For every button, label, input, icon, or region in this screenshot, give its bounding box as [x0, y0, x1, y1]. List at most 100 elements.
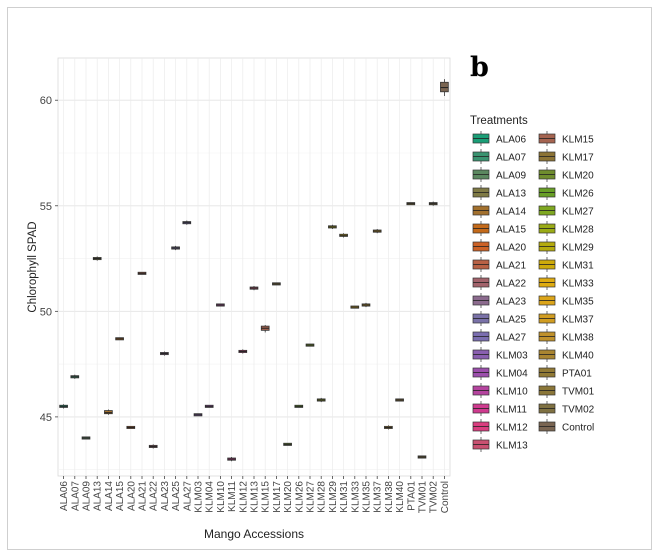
legend-label: ALA13 — [496, 189, 526, 200]
x-tick-label: KLM29 — [328, 481, 339, 513]
legend-label: TVM01 — [562, 387, 595, 398]
x-tick-label: ALA23 — [160, 481, 171, 511]
legend-label: ALA07 — [496, 153, 526, 164]
box-KLM29 — [328, 224, 337, 229]
box-ALA06 — [59, 404, 68, 409]
legend-item-ALA27: ALA27 — [472, 329, 526, 344]
box-ALA22 — [148, 444, 158, 449]
box-TVM02 — [428, 201, 438, 206]
y-axis-label: Chlorophyll SPAD — [27, 221, 39, 312]
y-tick-label: 50 — [40, 306, 52, 318]
legend-label: KLM04 — [496, 369, 528, 380]
legend-label: KLM33 — [562, 279, 594, 290]
legend-item-TVM02: TVM02 — [538, 401, 595, 416]
legend-item-ALA25: ALA25 — [472, 311, 526, 326]
legend-label: KLM35 — [562, 297, 594, 308]
legend-item-KLM33: KLM33 — [538, 275, 594, 290]
legend-item-ALA14: ALA14 — [472, 203, 526, 218]
box-KLM12 — [238, 349, 248, 354]
x-tick-label: KLM13 — [250, 481, 261, 513]
legend-item-ALA22: ALA22 — [472, 275, 526, 290]
legend-label: KLM38 — [562, 333, 594, 344]
legend-item-KLM15: KLM15 — [538, 131, 594, 146]
legend-label: KLM28 — [562, 225, 594, 236]
box-ALA13 — [92, 256, 102, 261]
box-ALA09 — [81, 436, 91, 440]
legend-item-KLM27: KLM27 — [538, 203, 594, 218]
legend-item-ALA06: ALA06 — [472, 131, 526, 146]
legend: ALA06 ALA07 ALA09 ALA13 ALA14 ALA15 ALA20 ALA21… — [472, 131, 595, 452]
legend-item-KLM03: KLM03 — [472, 347, 528, 362]
legend-item-ALA21: ALA21 — [472, 257, 526, 272]
legend-label: ALA15 — [496, 225, 526, 236]
box-KLM27 — [305, 343, 315, 347]
x-tick-label: KLM37 — [373, 481, 384, 513]
legend-item-KLM29: KLM29 — [538, 239, 594, 254]
legend-label: KLM40 — [562, 351, 594, 362]
y-tick-label: 45 — [40, 412, 52, 424]
x-tick-label: KLM40 — [395, 481, 406, 513]
box-KLM03 — [193, 413, 203, 417]
x-tick-label: ALA14 — [104, 481, 115, 511]
legend-title: Treatments — [470, 115, 528, 127]
x-tick-label: TVM01 — [418, 481, 429, 514]
x-tick-label: ALA07 — [70, 481, 81, 511]
x-tick-label: PTA01 — [406, 481, 417, 511]
x-tick-label: KLM11 — [227, 481, 238, 512]
legend-label: KLM10 — [496, 387, 528, 398]
legend-label: KLM26 — [562, 189, 594, 200]
x-tick-label: KLM10 — [216, 481, 227, 513]
legend-item-KLM11: KLM11 — [472, 401, 527, 416]
legend-label: Control — [562, 423, 594, 434]
x-tick-label: Control — [440, 481, 451, 513]
x-tick-label: KLM15 — [261, 481, 272, 513]
legend-label: KLM27 — [562, 207, 594, 218]
box-PTA01 — [406, 202, 416, 206]
box-KLM28 — [316, 397, 326, 403]
box-ALA25 — [171, 245, 180, 251]
legend-label: KLM20 — [562, 171, 594, 182]
legend-item-KLM12: KLM12 — [472, 419, 528, 434]
y-tick-label: 60 — [40, 95, 52, 107]
legend-item-KLM40: KLM40 — [538, 347, 594, 362]
legend-item-ALA20: ALA20 — [472, 239, 526, 254]
panel-label: b — [470, 52, 489, 83]
y-axis: 45 50 55 60 — [40, 95, 58, 424]
y-tick-label: 55 — [40, 201, 52, 213]
legend-item-ALA15: ALA15 — [472, 221, 526, 236]
box-ALA15 — [115, 337, 124, 341]
legend-label: PTA01 — [562, 369, 592, 380]
legend-label: KLM15 — [562, 135, 594, 146]
x-tick-label: ALA06 — [59, 481, 70, 511]
legend-label: KLM12 — [496, 423, 528, 434]
x-axis-label: Mango Accessions — [204, 527, 304, 541]
box-TVM01 — [417, 455, 427, 459]
legend-item-KLM04: KLM04 — [472, 365, 528, 380]
box-KLM26 — [294, 404, 304, 408]
x-tick-label: ALA25 — [171, 481, 182, 511]
legend-item-TVM01: TVM01 — [538, 383, 595, 398]
legend-item-Control: Control — [538, 419, 594, 434]
box-Control — [440, 79, 449, 96]
legend-label: KLM11 — [496, 405, 527, 416]
legend-item-KLM28: KLM28 — [538, 221, 594, 236]
legend-label: KLM29 — [562, 243, 594, 254]
legend-item-PTA01: PTA01 — [538, 365, 592, 380]
x-tick-label: TVM02 — [429, 481, 440, 514]
legend-label: ALA21 — [496, 261, 526, 272]
x-tick-label: ALA13 — [93, 481, 104, 511]
x-axis: ALA06 ALA07 ALA09 ALA13 ALA14 ALA15 ALA20 ALA21… — [59, 476, 451, 513]
box-KLM20 — [283, 442, 292, 446]
box-KLM40 — [395, 398, 404, 402]
legend-item-KLM31: KLM31 — [538, 257, 594, 272]
x-tick-label: ALA09 — [82, 481, 93, 511]
legend-label: KLM31 — [562, 261, 594, 272]
legend-item-KLM38: KLM38 — [538, 329, 594, 344]
boxes — [59, 79, 449, 462]
x-tick-label: KLM35 — [362, 481, 373, 513]
legend-label: ALA23 — [496, 297, 526, 308]
legend-label: KLM03 — [496, 351, 528, 362]
box-KLM33 — [350, 305, 360, 309]
x-tick-label: ALA21 — [138, 481, 149, 511]
x-tick-label: KLM38 — [384, 481, 395, 513]
